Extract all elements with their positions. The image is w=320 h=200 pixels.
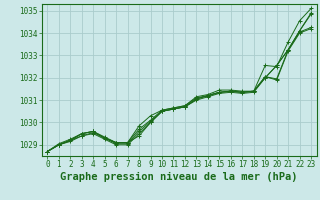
- X-axis label: Graphe pression niveau de la mer (hPa): Graphe pression niveau de la mer (hPa): [60, 172, 298, 182]
